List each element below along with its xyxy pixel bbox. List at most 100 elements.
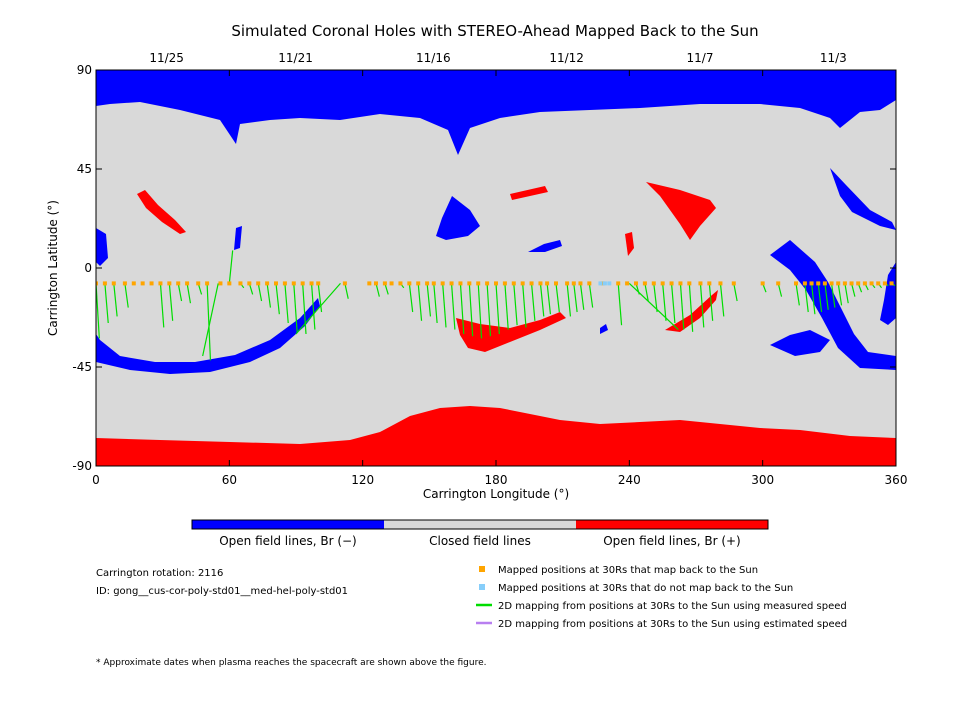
mapped-position-dot <box>140 281 145 286</box>
red-hole-f <box>665 290 718 332</box>
date-tick-label: 11/7 <box>687 51 714 65</box>
mapped-position-dot <box>678 281 683 286</box>
mapped-position-dot <box>669 281 674 286</box>
mapped-position-dot <box>587 281 592 286</box>
mapped-position-dot <box>565 281 570 286</box>
mapped-position-dot <box>96 281 98 286</box>
mapped-position-dot <box>687 281 692 286</box>
mapped-position-dot <box>316 281 321 286</box>
mapping-line <box>573 283 578 313</box>
mapped-position-dot <box>367 281 372 286</box>
mapped-position-dot <box>698 281 703 286</box>
mapping-line <box>644 283 649 302</box>
mapped-position-dot <box>431 281 436 286</box>
mapping-line <box>113 283 118 317</box>
south-band-hole <box>96 298 320 374</box>
x-tick-label: 120 <box>351 473 374 487</box>
date-tick-label: 11/25 <box>149 51 184 65</box>
mapping-line <box>653 283 658 313</box>
colorbar-label: Open field lines, Br (+) <box>603 534 741 548</box>
mapping-line <box>284 283 289 324</box>
legend-label: Mapped positions at 30Rs that do not map… <box>498 583 793 594</box>
mapped-position-dot <box>829 281 834 286</box>
mapped-position-dot <box>382 281 387 286</box>
small-hole-c <box>600 324 608 334</box>
mapping-line <box>539 283 545 317</box>
colorbar-label: Open field lines, Br (−) <box>219 534 357 548</box>
carrington-rotation: Carrington rotation: 2116 <box>96 568 223 579</box>
mapping-line <box>628 282 679 331</box>
right-high-hole <box>830 168 896 230</box>
mapped-position-dot <box>374 281 378 286</box>
mapping-line <box>513 283 518 326</box>
mapped-position-dot <box>802 281 807 286</box>
y-tick-label: 90 <box>77 63 92 77</box>
mapping-line <box>375 283 380 297</box>
mapped-position-dot <box>476 281 481 286</box>
x-tick-label: 240 <box>618 473 641 487</box>
left-edge-hole-2 <box>96 336 104 352</box>
red-hole-e <box>456 312 566 352</box>
date-tick-label: 11/12 <box>549 51 584 65</box>
mapped-position-dot <box>836 281 841 286</box>
red-hole-c <box>646 182 716 240</box>
mapping-line <box>850 283 856 297</box>
mapped-position-dot <box>291 281 296 286</box>
mapped-position-dot <box>876 281 881 286</box>
mapped-position-dot <box>467 281 472 286</box>
mapped-position-dot <box>625 281 630 286</box>
mapping-line <box>708 283 714 321</box>
model-id: ID: gong__cus-cor-poly-std01__med-hel-po… <box>96 586 348 597</box>
mapping-line <box>124 283 129 308</box>
date-tick-label: 11/21 <box>278 51 313 65</box>
mapping-line <box>824 283 829 310</box>
south-polar-hole <box>96 406 896 466</box>
legend-label: Mapped positions at 30Rs that map back t… <box>498 565 758 576</box>
mapped-position-dot <box>842 281 847 286</box>
mapping-line <box>293 283 298 332</box>
legend-marker <box>479 584 485 590</box>
mapping-line <box>228 250 234 284</box>
mapping-line <box>459 283 465 335</box>
mapping-line <box>579 283 585 310</box>
mapped-position-dot <box>131 281 136 286</box>
mapped-position-dot <box>227 281 232 286</box>
mid-north-hole <box>436 196 480 240</box>
mapping-line <box>670 283 676 324</box>
mapped-position-dot <box>538 281 543 286</box>
mapped-position-dot <box>856 281 861 286</box>
red-hole-d <box>625 232 634 256</box>
mapped-position-dot <box>600 281 605 286</box>
footnote: * Approximate dates when plasma reaches … <box>96 658 487 668</box>
mapped-position-dot <box>485 281 490 286</box>
mapping-line <box>733 283 738 302</box>
closed-field-region <box>96 70 896 466</box>
mapping-line <box>104 283 109 324</box>
mapping-line <box>688 283 694 332</box>
unmapped-position-dot <box>602 281 607 286</box>
mapping-line <box>344 283 349 299</box>
mapped-position-dot <box>511 281 516 286</box>
colorbar-label: Closed field lines <box>429 534 531 548</box>
mapped-position-dot <box>869 281 874 286</box>
mapped-position-dot <box>760 281 765 286</box>
mapping-line <box>777 283 783 297</box>
mapped-position-dot <box>502 281 507 286</box>
colorbar-segment <box>192 520 384 529</box>
mapped-position-dot <box>718 281 723 286</box>
mapped-position-dot <box>205 281 210 286</box>
mapped-position-dot <box>571 281 576 286</box>
colorbar-segment <box>576 520 768 529</box>
red-hole-a <box>137 190 186 234</box>
red-hole-b <box>510 186 548 200</box>
y-tick-label: 0 <box>84 261 92 275</box>
mapping-line <box>699 283 705 328</box>
x-tick-label: 0 <box>92 473 100 487</box>
mapping-line <box>477 283 483 339</box>
mapping-line <box>275 283 280 315</box>
axes: 0 60 120 180 240 300 360 90 45 0 -45 -90 11/25 11/21 1… <box>72 51 907 487</box>
small-hole-a <box>528 240 562 252</box>
mapped-position-dot <box>634 281 638 286</box>
y-tick-label: -90 <box>72 459 92 473</box>
